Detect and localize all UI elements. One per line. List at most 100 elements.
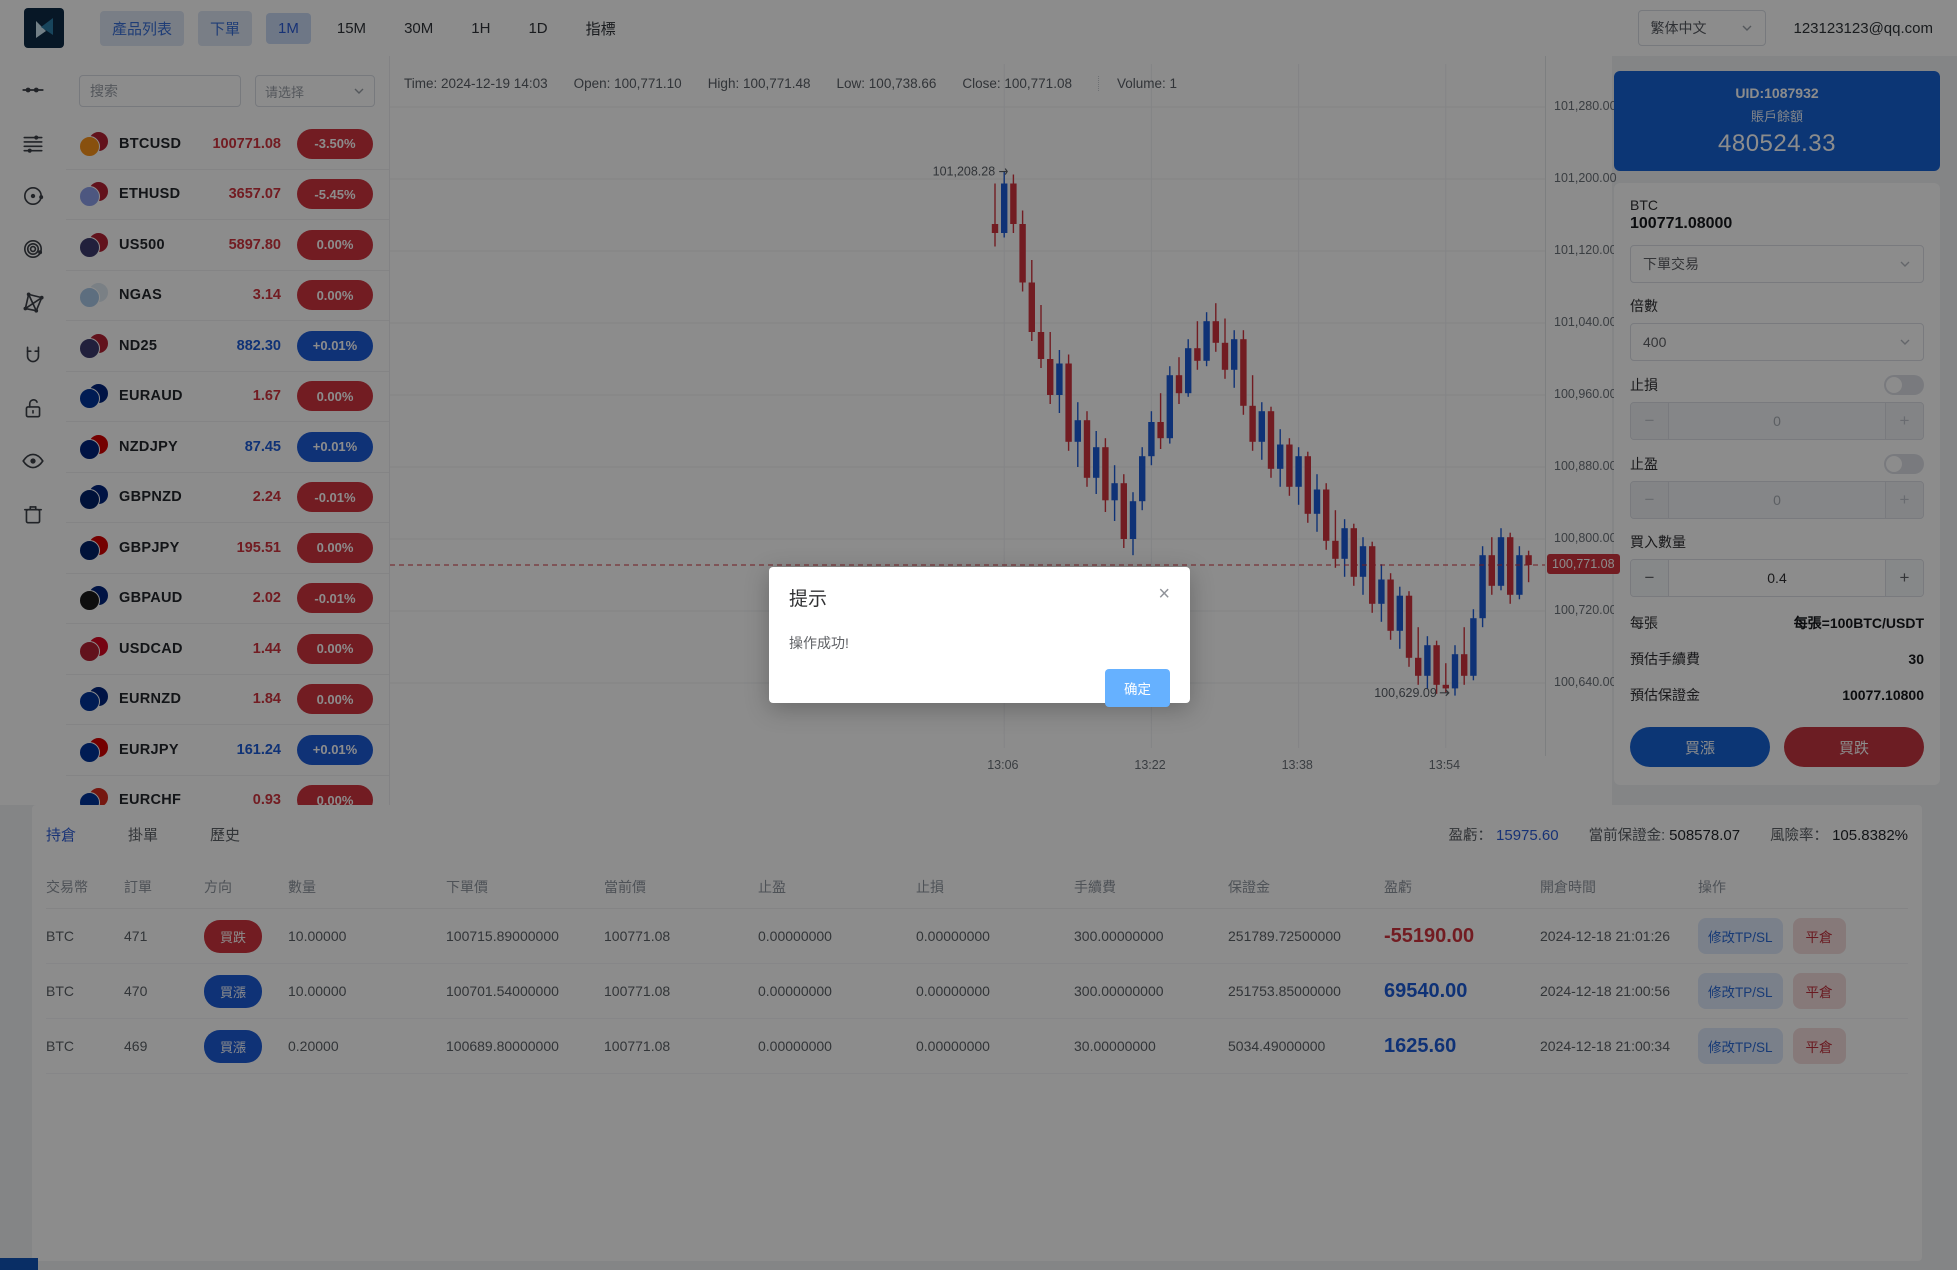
close-position-button[interactable]: 平倉 xyxy=(1792,1028,1846,1064)
positions-panel: 持倉 掛單 歷史 盈虧： 15975.60 當前保證金: 508578.07 風險率： … xyxy=(32,805,1922,1261)
watchlist-item-ETHUSD[interactable]: ETHUSD 3657.07 -5.45% xyxy=(66,170,389,220)
nav-tf-15m[interactable]: 15M xyxy=(336,19,367,37)
buy-down-button[interactable]: 買跌 xyxy=(1784,727,1924,767)
stat-item: 當前保證金: 508578.07 xyxy=(1589,824,1740,845)
nav-tf-1h[interactable]: 1H xyxy=(471,19,491,37)
alert-dialog: 提示 × 操作成功! 确定 xyxy=(769,567,1190,707)
modify-tpsl-button[interactable]: 修改TP/SL xyxy=(1698,973,1783,1009)
ohlc-info-item: Low: 100,738.66 xyxy=(836,76,937,91)
x-axis-label: 13:22 xyxy=(1134,758,1166,772)
watchlist-item-ND25[interactable]: ND25 882.30 +0.01% xyxy=(66,321,389,372)
cell-open-price: 100715.89000000 xyxy=(446,928,559,944)
cell-qty: 0.20000 xyxy=(288,1038,339,1054)
candlestick-chart[interactable]: 101,208.28 100,629.09 xyxy=(390,56,1545,756)
leverage-select[interactable]: 400 xyxy=(1630,323,1924,361)
trash-icon[interactable] xyxy=(21,502,45,526)
modify-tpsl-button[interactable]: 修改TP/SL xyxy=(1698,918,1783,954)
close-position-button[interactable]: 平倉 xyxy=(1792,973,1846,1009)
pair-symbol: USDCAD xyxy=(119,640,183,657)
cell-order-id: 469 xyxy=(124,1038,148,1054)
cell-current-price: 100771.08 xyxy=(604,928,671,944)
quantity-stepper: − 0.4 + xyxy=(1630,559,1924,597)
decrease-button[interactable]: − xyxy=(1631,403,1669,439)
watchlist-item-BTCUSD[interactable]: BTCUSD 100771.08 -3.50% xyxy=(66,119,389,170)
price-axis[interactable]: 101,280.00 101,200.00 101,120.00 101,040.00… xyxy=(1545,56,1617,756)
ohlc-info-bar: Time: 2024-12-19 14:03 Open: 100,771.10 Hi… xyxy=(404,76,1177,91)
increase-button[interactable]: + xyxy=(1885,403,1923,439)
cell-order-id: 470 xyxy=(124,983,148,999)
tab-positions[interactable]: 持倉 xyxy=(46,826,77,844)
watchlist-item-EURJPY[interactable]: EURJPY 161.24 +0.01% xyxy=(66,725,389,776)
trendline-icon[interactable] xyxy=(21,78,45,102)
increase-button[interactable]: + xyxy=(1885,560,1923,596)
pair-flags-icon xyxy=(79,181,109,208)
watchlist-item-USDCAD[interactable]: USDCAD 1.44 0.00% xyxy=(66,624,389,675)
pair-symbol: NZDJPY xyxy=(119,438,179,455)
cell-sl: 0.00000000 xyxy=(916,983,990,999)
pair-price: 0.93 xyxy=(252,792,281,805)
pair-change-badge: -0.01% xyxy=(297,482,373,513)
buy-up-button[interactable]: 買漲 xyxy=(1630,727,1770,767)
tab-pending-orders[interactable]: 掛單 xyxy=(128,826,159,844)
spiral-icon[interactable] xyxy=(21,237,45,261)
close-icon[interactable]: × xyxy=(1158,583,1170,605)
channels-icon[interactable] xyxy=(21,131,45,155)
watchlist-item-NZDJPY[interactable]: NZDJPY 87.45 +0.01% xyxy=(66,422,389,473)
column-header: 手續費 xyxy=(1074,878,1116,895)
cell-tp: 0.00000000 xyxy=(758,1038,832,1054)
pair-change-badge: 0.00% xyxy=(297,633,373,664)
magnet-icon[interactable] xyxy=(21,343,45,367)
tab-history[interactable]: 歷史 xyxy=(210,826,241,844)
search-input[interactable] xyxy=(79,75,241,107)
pair-flags-icon xyxy=(79,635,109,662)
order-panel: UID:1087932 賬戶餘額 480524.33 BTC 100771.08… xyxy=(1612,56,1957,805)
language-select[interactable]: 繁体中文 xyxy=(1637,10,1766,46)
decrease-button[interactable]: − xyxy=(1631,482,1669,518)
balance-value: 480524.33 xyxy=(1718,129,1836,157)
filter-select[interactable]: 请选择 xyxy=(255,75,375,107)
stop-loss-toggle[interactable] xyxy=(1884,375,1924,395)
order-type-value: 下單交易 xyxy=(1643,256,1699,272)
take-profit-value: 0 xyxy=(1669,482,1885,518)
cell-fee: 300.00000000 xyxy=(1074,928,1164,944)
pair-price: 161.24 xyxy=(236,741,281,758)
xabcd-pattern-icon[interactable] xyxy=(21,290,45,314)
watchlist-item-EURNZD[interactable]: EURNZD 1.84 0.00% xyxy=(66,675,389,725)
nav-product-list[interactable]: 產品列表 xyxy=(100,10,185,46)
pair-price: 2.02 xyxy=(252,590,281,607)
watchlist-item-GBPJPY[interactable]: GBPJPY 195.51 0.00% xyxy=(66,523,389,574)
column-header: 當前價 xyxy=(604,878,646,895)
decrease-button[interactable]: − xyxy=(1631,560,1669,596)
nav-tf-1d[interactable]: 1D xyxy=(528,19,548,37)
nav-tf-1m[interactable]: 1M xyxy=(266,12,311,44)
unlock-icon[interactable] xyxy=(21,396,45,420)
watchlist-item-GBPNZD[interactable]: GBPNZD 2.24 -0.01% xyxy=(66,473,389,523)
nav-place-order[interactable]: 下單 xyxy=(198,10,253,46)
column-header: 方向 xyxy=(204,878,232,895)
app-logo[interactable] xyxy=(24,8,64,48)
nav-tf-30m[interactable]: 30M xyxy=(404,19,434,37)
quantity-label: 買入數量 xyxy=(1630,534,1686,550)
pair-change-badge: +0.01% xyxy=(297,330,373,361)
nav-indicators[interactable]: 指標 xyxy=(585,20,616,38)
watchlist-item-US500[interactable]: US500 5897.80 0.00% xyxy=(66,220,389,271)
order-form: BTC 100771.08000 下單交易 倍數 400 止損 − 0 + 止盈 xyxy=(1614,183,1940,785)
ohlc-info-item: Time: 2024-12-19 14:03 xyxy=(404,76,548,91)
pair-price: 87.45 xyxy=(244,438,281,455)
eye-icon[interactable] xyxy=(21,449,45,473)
positions-header: 持倉 掛單 歷史 盈虧： 15975.60 當前保證金: 508578.07 風險率： … xyxy=(46,817,1908,851)
table-row: BTC 471 買跌 10.00000 100715.89000000 100771.08… xyxy=(46,909,1908,964)
watchlist-item-GBPAUD[interactable]: GBPAUD 2.02 -0.01% xyxy=(66,574,389,624)
watchlist-item-EURCHF[interactable]: EURCHF 0.93 0.00% xyxy=(66,776,389,805)
watchlist-item-NGAS[interactable]: NGAS 3.14 0.00% xyxy=(66,271,389,321)
modify-tpsl-button[interactable]: 修改TP/SL xyxy=(1698,1028,1783,1064)
confirm-button[interactable]: 确定 xyxy=(1105,669,1170,707)
order-type-select[interactable]: 下單交易 xyxy=(1630,245,1924,283)
watchlist-item-EURAUD[interactable]: EURAUD 1.67 0.00% xyxy=(66,372,389,422)
close-position-button[interactable]: 平倉 xyxy=(1792,918,1846,954)
increase-button[interactable]: + xyxy=(1885,482,1923,518)
ohlc-info-item: Open: 100,771.10 xyxy=(573,76,682,91)
take-profit-toggle[interactable] xyxy=(1884,454,1924,474)
circle-tool-icon[interactable] xyxy=(21,184,45,208)
watchlist-panel: 请选择 BTCUSD 100771.08 -3.50% ETHUSD 3657.07 -5… xyxy=(66,56,390,805)
